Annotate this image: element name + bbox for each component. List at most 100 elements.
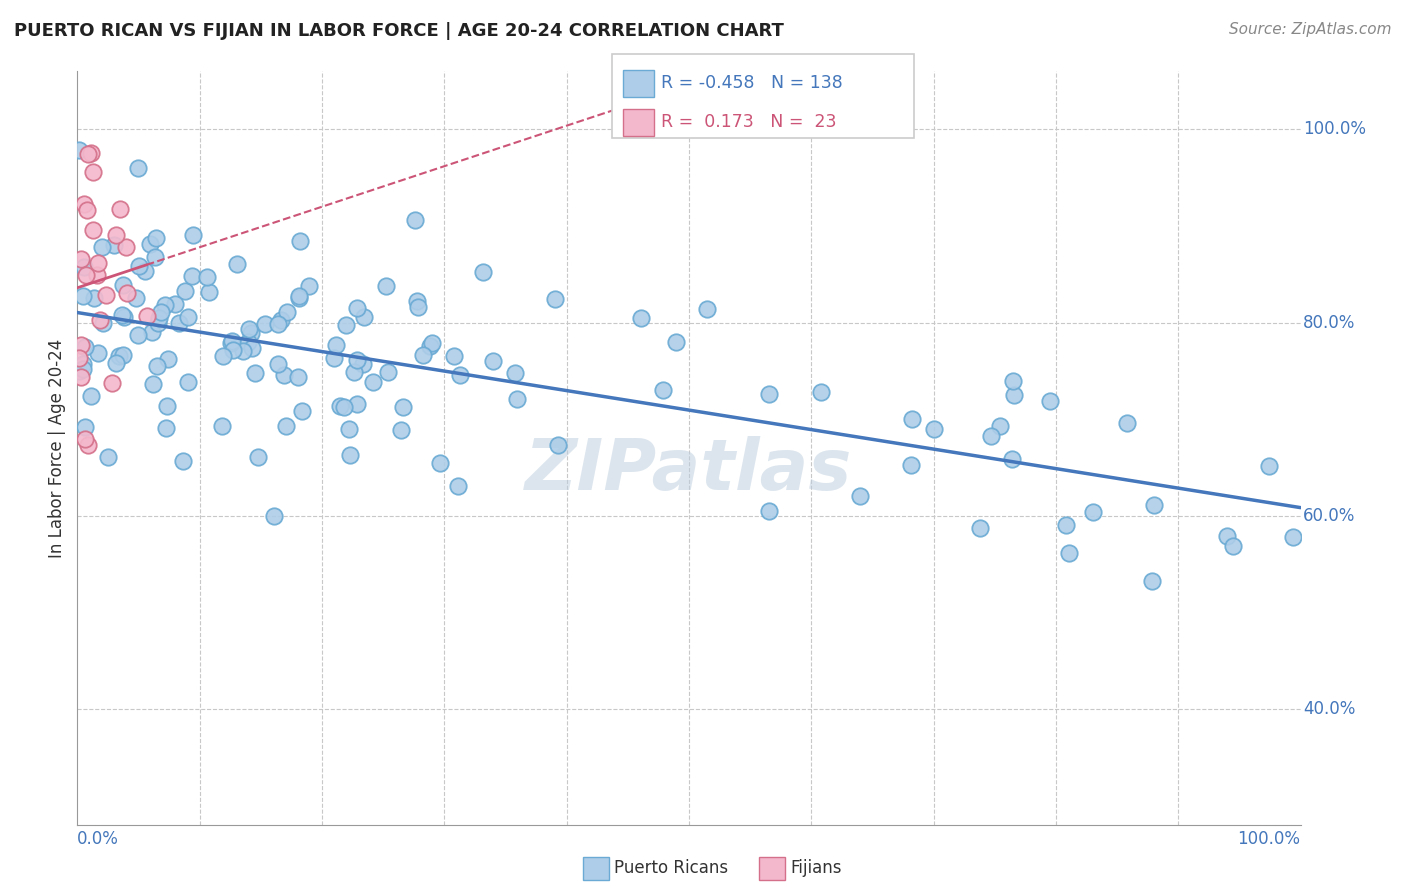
Point (329, 399, 352, 413)
Point (156, 399, 179, 413)
Point (89, 312, 111, 326)
Point (377, 365, 399, 379)
Point (101, 376, 124, 391)
Point (155, 421, 177, 435)
Text: 100.0%: 100.0% (1237, 830, 1301, 848)
Point (270, 313, 292, 327)
Point (111, 308, 134, 322)
Point (67, 364, 90, 378)
Point (472, 265, 495, 279)
Point (547, 438, 569, 452)
Point (266, 357, 288, 371)
Point (97, 450, 120, 465)
Point (506, 392, 529, 406)
Point (449, 368, 471, 383)
Point (391, 423, 413, 437)
Point (291, 404, 314, 418)
Point (404, 213, 426, 227)
Point (273, 368, 295, 382)
Point (153, 298, 176, 312)
Point (1215, 529, 1237, 543)
Point (87, 346, 110, 360)
Point (243, 367, 266, 381)
Point (221, 334, 243, 348)
Point (172, 454, 194, 468)
Point (1081, 505, 1104, 519)
Point (73, 432, 96, 446)
Point (75, 268, 97, 282)
Point (332, 400, 354, 414)
Point (87, 255, 110, 269)
Point (146, 359, 169, 373)
Point (67, 143, 90, 157)
Point (263, 508, 285, 523)
Point (197, 270, 219, 285)
Point (924, 422, 946, 436)
Point (544, 292, 567, 306)
Point (73, 419, 96, 434)
Point (148, 316, 170, 330)
Point (134, 264, 156, 278)
Text: 0.0%: 0.0% (77, 830, 120, 848)
Point (124, 291, 146, 305)
Point (69, 338, 91, 352)
Point (115, 286, 138, 301)
Point (72, 361, 94, 376)
Point (758, 504, 780, 518)
Point (447, 479, 470, 493)
Point (111, 348, 134, 362)
Point (72, 358, 94, 372)
Point (353, 310, 375, 325)
Point (1054, 517, 1077, 532)
Point (80, 146, 103, 161)
Point (67, 351, 90, 365)
Point (346, 353, 368, 368)
Point (76, 438, 98, 452)
Point (142, 376, 165, 391)
Point (112, 277, 135, 292)
Point (246, 450, 269, 464)
Point (112, 310, 135, 324)
Point (696, 301, 718, 316)
Point (980, 429, 1002, 443)
Point (70, 370, 93, 384)
Point (91, 317, 114, 331)
Text: 80.0%: 80.0% (1303, 314, 1355, 332)
Point (1258, 459, 1281, 474)
Point (276, 305, 298, 319)
Text: Source: ZipAtlas.com: Source: ZipAtlas.com (1229, 22, 1392, 37)
Point (73, 340, 96, 354)
Point (630, 310, 652, 325)
Point (288, 291, 311, 305)
Point (177, 375, 200, 389)
Point (346, 397, 368, 411)
Point (969, 521, 991, 535)
Point (1002, 388, 1025, 402)
Point (352, 357, 374, 371)
Point (346, 301, 368, 316)
Point (1039, 394, 1062, 409)
Point (443, 349, 465, 363)
Point (665, 335, 688, 350)
Point (181, 228, 204, 243)
Point (323, 351, 346, 365)
Point (652, 383, 675, 397)
Point (325, 337, 347, 351)
Point (503, 366, 526, 380)
Point (127, 161, 149, 176)
Point (1143, 498, 1166, 512)
Point (267, 317, 290, 331)
Point (1002, 374, 1025, 388)
Point (135, 309, 157, 323)
Point (405, 293, 427, 308)
Point (408, 300, 430, 314)
Y-axis label: In Labor Force | Age 20-24: In Labor Force | Age 20-24 (48, 339, 66, 558)
Point (145, 231, 167, 245)
Point (337, 422, 360, 436)
Text: Puerto Ricans: Puerto Ricans (614, 859, 728, 877)
Point (105, 227, 128, 242)
Point (139, 237, 162, 252)
Point (108, 349, 131, 363)
Text: 60.0%: 60.0% (1303, 507, 1355, 524)
Point (232, 344, 254, 359)
